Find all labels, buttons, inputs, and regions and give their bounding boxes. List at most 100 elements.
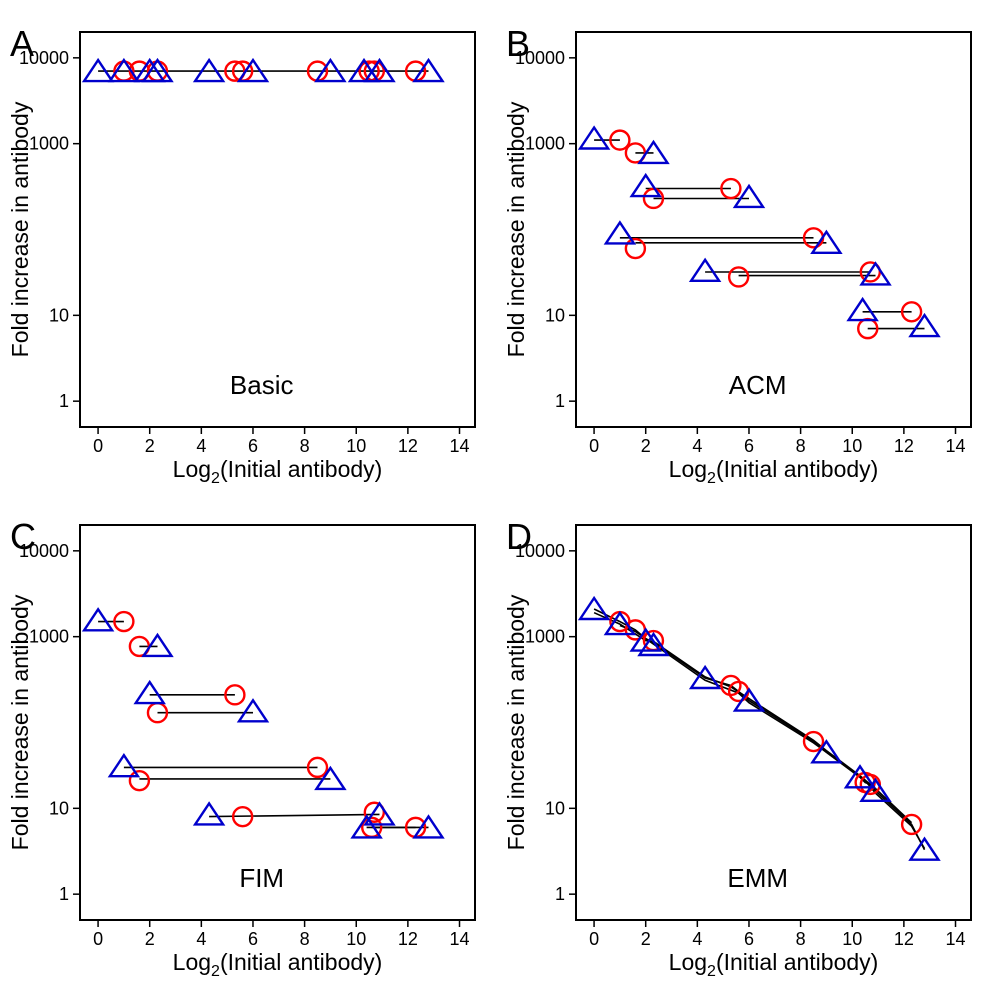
triangle-point	[577, 125, 611, 150]
y-tick-label: 1	[59, 884, 69, 904]
model-label: ACM	[729, 370, 787, 400]
x-tick-label: 14	[945, 436, 965, 456]
x-tick-label: 14	[449, 929, 469, 949]
x-tick-label: 10	[842, 436, 862, 456]
y-axis-title: Fold increase in antibody	[7, 101, 33, 357]
triangle-point	[637, 631, 670, 657]
x-tick-label: 14	[945, 929, 965, 949]
connecting-line	[209, 813, 380, 818]
triangle-point	[859, 777, 892, 802]
x-axis-title: Log2(Initial antibody)	[669, 456, 879, 487]
triangle-point	[314, 765, 347, 791]
y-tick-label: 1000	[525, 627, 565, 647]
triangle-point	[314, 57, 347, 83]
triangle-point	[350, 814, 383, 839]
x-tick-label: 0	[93, 929, 103, 949]
panel-letter: B	[506, 23, 530, 64]
triangle-point	[908, 312, 941, 338]
x-axis-title: Log2(Initial antibody)	[173, 456, 383, 487]
triangle-point	[363, 57, 396, 83]
y-axis-title: Fold increase in antibody	[503, 101, 529, 357]
triangle-point	[688, 664, 722, 690]
x-tick-label: 0	[589, 436, 599, 456]
circle-point	[224, 684, 246, 706]
triangle-point	[859, 261, 892, 286]
x-tick-label: 6	[248, 436, 258, 456]
circle-point	[609, 129, 631, 151]
circle-point	[128, 769, 151, 792]
x-axis-title-rest: (Initial antibody)	[220, 456, 382, 482]
x-axis-title-subscript: 2	[211, 470, 220, 487]
model-label: FIM	[239, 863, 284, 893]
y-tick-label: 1000	[525, 134, 565, 154]
triangle-point	[810, 229, 843, 255]
x-tick-label: 2	[145, 929, 155, 949]
x-tick-label: 12	[894, 929, 914, 949]
triangle-point	[412, 814, 445, 839]
panel-letter: D	[506, 516, 532, 557]
triangle-point	[192, 801, 226, 826]
y-tick-label: 1	[59, 391, 69, 411]
x-tick-label: 12	[894, 436, 914, 456]
x-axis-title-log: Log	[669, 456, 707, 482]
triangle-point	[141, 57, 174, 83]
x-axis-title-subscript: 2	[211, 963, 220, 980]
circle-point	[900, 813, 923, 836]
circle-point	[727, 266, 750, 288]
triangle-point	[603, 610, 637, 636]
circle-point	[624, 237, 647, 260]
x-axis-title-log: Log	[173, 949, 211, 975]
y-tick-label: 10000	[515, 541, 565, 561]
x-tick-label: 6	[248, 929, 258, 949]
y-tick-label: 1000	[29, 627, 69, 647]
y-tick-label: 10	[49, 305, 69, 325]
triangle-point	[347, 57, 381, 83]
model-label: Basic	[230, 370, 294, 400]
triangle-point	[363, 801, 396, 826]
x-tick-label: 8	[796, 929, 806, 949]
x-tick-label: 2	[641, 929, 651, 949]
x-tick-label: 14	[449, 436, 469, 456]
triangle-point	[732, 687, 766, 712]
x-axis-title-rest: (Initial antibody)	[220, 949, 382, 975]
circle-point	[231, 805, 254, 828]
x-axis-title-log: Log	[173, 456, 211, 482]
x-tick-label: 8	[796, 436, 806, 456]
x-tick-label: 2	[641, 436, 651, 456]
x-tick-label: 12	[398, 436, 418, 456]
triangle-point	[577, 595, 611, 621]
x-tick-label: 4	[692, 929, 702, 949]
x-tick-label: 10	[346, 929, 366, 949]
plot-frame	[575, 31, 972, 428]
x-axis-title-subscript: 2	[707, 470, 716, 487]
x-tick-label: 12	[398, 929, 418, 949]
triangle-point	[236, 57, 270, 83]
model-label: EMM	[727, 863, 788, 893]
circle-point	[306, 756, 329, 779]
triangle-point	[843, 764, 877, 789]
y-tick-label: 1000	[29, 134, 69, 154]
triangle-point	[810, 739, 843, 764]
y-axis-title: Fold increase in antibody	[7, 594, 33, 850]
circle-point	[900, 301, 923, 323]
x-tick-label: 4	[196, 929, 206, 949]
y-tick-label: 10	[49, 798, 69, 818]
triangle-point	[107, 753, 141, 778]
y-tick-label: 10	[545, 798, 565, 818]
x-tick-label: 10	[842, 929, 862, 949]
triangle-point	[846, 296, 879, 322]
x-tick-label: 4	[692, 436, 702, 456]
connecting-line	[593, 608, 926, 851]
triangle-point	[81, 607, 115, 632]
panel-b: B Fold increase in antibody Log2(Initial a…	[503, 23, 972, 487]
plot-frame	[575, 524, 972, 921]
plot-frame	[79, 31, 476, 428]
triangle-point	[412, 57, 445, 83]
connecting-line	[619, 624, 926, 849]
circle-point	[113, 610, 135, 633]
x-tick-label: 8	[300, 929, 310, 949]
triangle-point	[688, 257, 722, 282]
